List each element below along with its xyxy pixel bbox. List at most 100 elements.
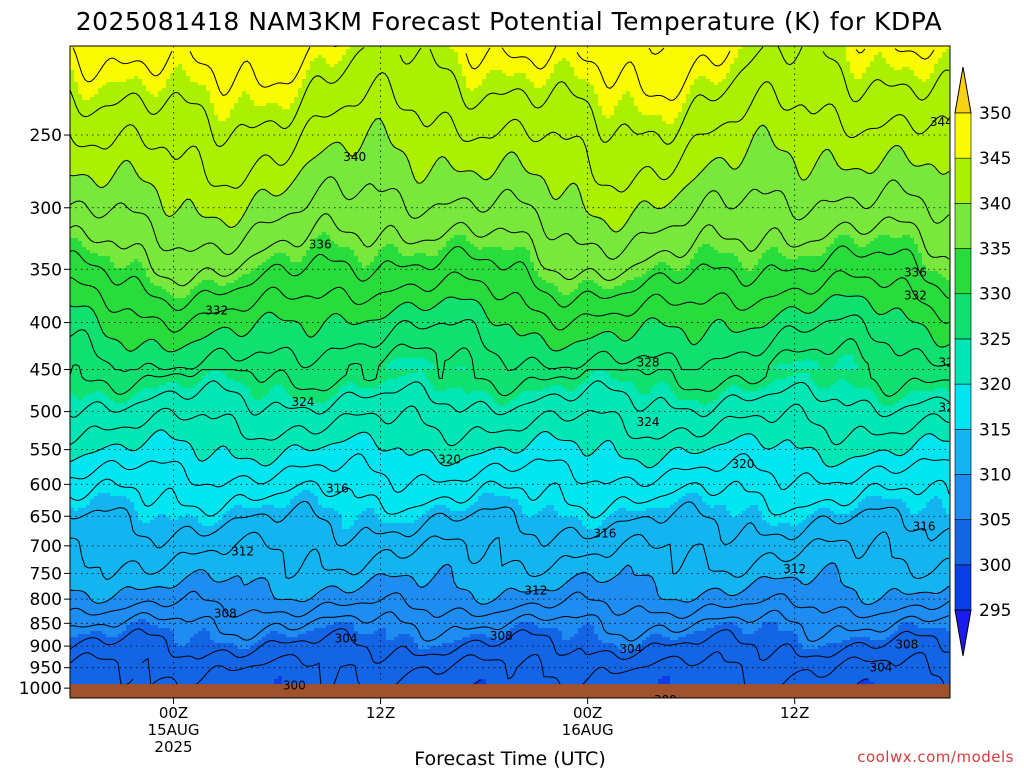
y-tick-label: 550 xyxy=(30,441,62,461)
y-tick-label: 400 xyxy=(30,314,62,334)
y-axis: 250 300 350 400 450 500 550 600 650 700 750 800 850 9… xyxy=(19,126,70,699)
contour-label: 336 xyxy=(309,238,332,252)
colorbar-swatch xyxy=(954,428,972,475)
contour-line-334 xyxy=(70,245,950,312)
colorbar-swatch xyxy=(954,112,972,159)
contour-label: 344 xyxy=(930,115,953,129)
contour-line-338 xyxy=(70,176,950,260)
contour-label: 324 xyxy=(291,395,314,409)
contour-line-316 xyxy=(70,478,950,519)
contour-line-322 xyxy=(70,403,950,447)
chart-title: 2025081418 NAM3KM Forecast Potential Tem… xyxy=(76,7,943,36)
colorbar-tick-label: 340 xyxy=(979,194,1011,214)
colorbar-tick-label: 300 xyxy=(979,556,1011,576)
y-tick-label: 950 xyxy=(30,659,62,679)
contour-line-304 xyxy=(70,628,950,664)
y-tick-label: 650 xyxy=(30,507,62,527)
contour-label: 324 xyxy=(637,415,660,429)
y-tick-label: 600 xyxy=(30,475,62,495)
contour-label: 312 xyxy=(783,562,806,576)
ground-layer xyxy=(70,684,950,698)
contour-label: 316 xyxy=(913,520,936,534)
contour-line-348 xyxy=(648,47,665,55)
y-tick-label: 800 xyxy=(30,590,62,610)
colorbar-tick-label: 295 xyxy=(979,601,1011,621)
colorbar-tick-label: 350 xyxy=(979,104,1011,124)
x-tick-label: 00Z xyxy=(159,704,188,722)
y-tick-label: 500 xyxy=(30,403,62,423)
colorbar-tick-label: 325 xyxy=(979,330,1011,350)
plot-frame xyxy=(69,45,951,699)
contour-label: 312 xyxy=(524,584,547,598)
contour-label: 332 xyxy=(205,303,228,317)
contour-label: 304 xyxy=(335,632,358,646)
theta-fill-layer xyxy=(70,46,950,698)
plot-area: 344 340 336 336 332 332 328 328 324 324 324 320 320 3… xyxy=(70,46,962,707)
theta-contour-layer xyxy=(70,46,950,698)
colorbar-tick-label: 330 xyxy=(979,285,1011,305)
contour-label: 320 xyxy=(731,457,754,471)
colorbar-tick-label: 320 xyxy=(979,375,1011,395)
y-tick-label: 900 xyxy=(30,637,62,657)
contour-line-342 xyxy=(70,72,950,193)
colorbar-swatch xyxy=(954,474,972,520)
colorbar-swatch xyxy=(954,564,972,611)
contour-label: 308 xyxy=(490,629,513,643)
credit-text: coolwx.com/models xyxy=(857,748,1014,766)
x-tick-label: 2025 xyxy=(154,738,192,756)
colorbar: 295 300 305 310 315 320 325 330 335 340 345 350 xyxy=(954,66,1011,657)
contour-line-320 xyxy=(70,429,949,469)
x-tick-label: 12Z xyxy=(366,704,395,722)
y-tick-label: 850 xyxy=(30,614,62,634)
colorbar-swatch xyxy=(954,248,972,295)
contour-line-310 xyxy=(70,562,950,606)
colorbar-swatch xyxy=(954,293,972,340)
colorbar-tick-label: 345 xyxy=(979,149,1011,169)
y-tick-label: 1000 xyxy=(19,679,62,699)
colorbar-swatch xyxy=(954,157,972,204)
contour-label: 324 xyxy=(939,401,962,415)
y-tick-label: 750 xyxy=(30,564,62,584)
colorbar-tick-label: 335 xyxy=(979,240,1011,260)
contour-line-328 xyxy=(70,314,950,373)
colorbar-swatch xyxy=(954,519,972,566)
contour-line-326 xyxy=(70,338,950,397)
contour-label: 340 xyxy=(343,150,366,164)
contour-line-312 xyxy=(70,531,950,580)
contour-label: 328 xyxy=(939,355,962,369)
contour-label: 308 xyxy=(214,606,237,620)
contour-line-318 xyxy=(70,453,950,493)
contour-label: 300 xyxy=(654,693,677,707)
contour-line-344 xyxy=(70,46,950,148)
x-tick-label: 12Z xyxy=(780,704,809,722)
y-tick-label: 700 xyxy=(30,537,62,557)
x-tick-label: 15AUG xyxy=(148,721,200,739)
contour-label: 304 xyxy=(619,642,642,656)
contour-line-324 xyxy=(70,380,950,418)
contour-label: 312 xyxy=(231,544,254,558)
contour-label-layer: 344 340 336 336 332 332 328 328 324 324 324 320 320 3… xyxy=(205,115,962,707)
colorbar-tick-label: 305 xyxy=(979,511,1011,531)
y-tick-label: 450 xyxy=(30,361,62,381)
colorbar-swatch xyxy=(954,203,972,249)
contour-label: 304 xyxy=(870,660,893,674)
colorbar-swatch xyxy=(954,338,972,385)
contour-line-340 xyxy=(70,117,950,233)
contour-line-308 xyxy=(70,590,950,620)
contour-line-306 xyxy=(70,609,950,642)
x-axis-label: Forecast Time (UTC) xyxy=(414,748,605,768)
contour-label: 300 xyxy=(283,678,306,692)
contour-label: 332 xyxy=(904,289,927,303)
contour-line-332 xyxy=(70,270,950,333)
x-tick-label: 00Z xyxy=(573,704,602,722)
contour-label: 328 xyxy=(637,355,660,369)
contour-label: 308 xyxy=(895,637,918,651)
contour-line-314 xyxy=(70,500,950,549)
contour-label: 316 xyxy=(593,527,616,541)
colorbar-swatch xyxy=(954,383,972,430)
contour-line-336 xyxy=(70,213,950,287)
colorbar-arrow-top xyxy=(954,66,972,114)
x-tick-label: 16AUG xyxy=(562,721,614,739)
